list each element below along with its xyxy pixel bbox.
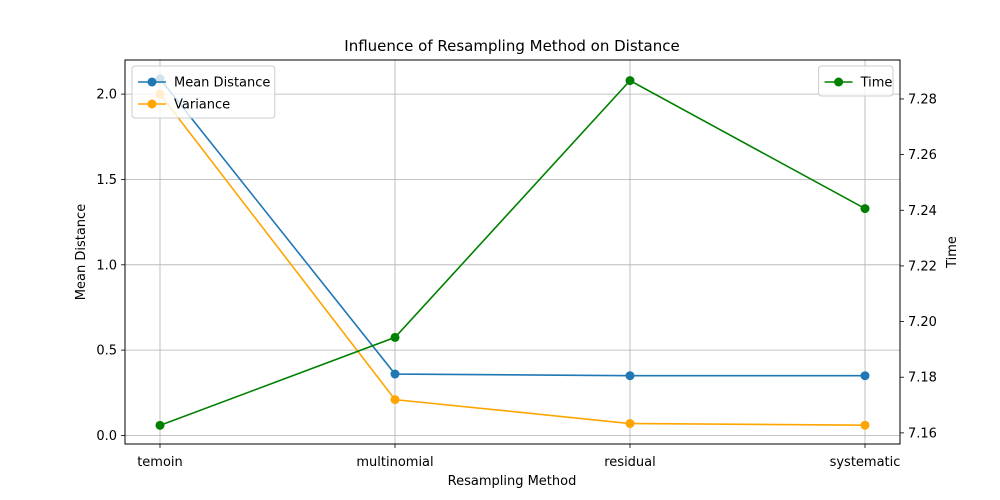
y-left-tick-label: 0.5 bbox=[96, 344, 117, 359]
variance-point bbox=[625, 419, 635, 429]
y-right-axis-ticks: 7.16 7.18 7.20 7.22 7.24 7.26 7.28 bbox=[900, 92, 937, 441]
y-left-axis-ticks: 0.0 0.5 1.0 1.5 2.0 bbox=[96, 88, 125, 444]
y-left-tick-label: 1.0 bbox=[96, 258, 117, 273]
y-left-tick-label: 1.5 bbox=[96, 173, 117, 188]
grid bbox=[125, 60, 900, 444]
legend-left: Mean Distance Variance bbox=[131, 65, 276, 119]
x-tick-label: systematic bbox=[830, 455, 901, 470]
legend-marker-variance bbox=[147, 99, 157, 109]
legend-box bbox=[131, 65, 276, 119]
variance-line bbox=[159, 93, 866, 427]
y-right-tick-label: 7.26 bbox=[908, 148, 937, 163]
legend-label-time: Time bbox=[860, 76, 893, 91]
mean-distance-point bbox=[390, 369, 400, 379]
y-right-tick-label: 7.22 bbox=[908, 259, 937, 274]
legend-marker-mean-distance bbox=[147, 77, 157, 87]
legend-label-variance: Variance bbox=[174, 98, 230, 113]
plot-frame bbox=[124, 59, 901, 445]
legend-right: Time bbox=[818, 65, 894, 97]
y-right-axis-label: Time bbox=[945, 236, 960, 269]
y-left-tick-label: 0.0 bbox=[96, 429, 117, 444]
x-tick-label: multinomial bbox=[356, 455, 433, 470]
y-right-tick-label: 7.18 bbox=[908, 371, 937, 386]
y-right-tick-label: 7.20 bbox=[908, 315, 937, 330]
time-line bbox=[159, 79, 866, 427]
x-axis-label: Resampling Method bbox=[448, 474, 577, 489]
time-point bbox=[625, 76, 635, 86]
y-right-tick-label: 7.16 bbox=[908, 426, 937, 441]
time-point bbox=[155, 420, 165, 430]
time-point bbox=[390, 332, 400, 342]
variance-point bbox=[860, 420, 870, 430]
y-right-tick-label: 7.28 bbox=[908, 92, 937, 107]
y-left-axis-label: Mean Distance bbox=[74, 204, 89, 300]
time-point bbox=[860, 204, 870, 214]
series-layer bbox=[155, 74, 870, 430]
variance-point bbox=[390, 395, 400, 405]
chart-title: Influence of Resampling Method on Distan… bbox=[344, 37, 679, 55]
x-tick-label: residual bbox=[604, 455, 656, 470]
x-tick-label: temoin bbox=[137, 455, 183, 470]
legend-marker-time bbox=[834, 77, 844, 87]
mean-distance-point bbox=[860, 371, 870, 381]
y-right-tick-label: 7.24 bbox=[908, 204, 937, 219]
legend-label-mean-distance: Mean Distance bbox=[174, 76, 270, 91]
mean-distance-point bbox=[625, 371, 635, 381]
x-axis-ticks: temoin multinomial residual systematic bbox=[137, 444, 900, 470]
legend-box bbox=[818, 65, 894, 97]
mean-distance-line bbox=[159, 78, 865, 377]
y-left-tick-label: 2.0 bbox=[96, 88, 117, 103]
